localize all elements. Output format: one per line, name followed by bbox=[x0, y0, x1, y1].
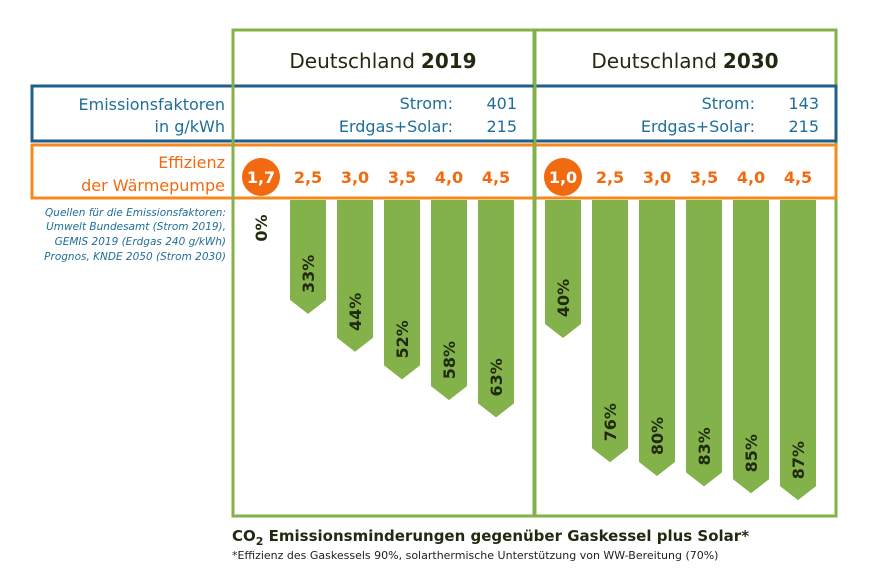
efficiency-value: 2,5 bbox=[596, 168, 624, 187]
emission-factor-row bbox=[30, 84, 838, 143]
chart-footnote: *Effizienz des Gaskessels 90%, solarther… bbox=[232, 549, 718, 562]
reduction-label: 76% bbox=[601, 403, 620, 441]
gas-value: 215 bbox=[486, 117, 517, 136]
efficiency-row bbox=[30, 143, 838, 200]
reduction-label: 44% bbox=[346, 293, 365, 331]
efficiency-value: 1,0 bbox=[549, 168, 577, 187]
reduction-bar bbox=[686, 200, 722, 487]
highlighted-efficiency-circle bbox=[242, 158, 280, 196]
sources-line: Umwelt Bundesamt (Strom 2019), bbox=[46, 221, 226, 233]
reduction-bar bbox=[592, 200, 628, 463]
reduction-label: 58% bbox=[440, 341, 459, 379]
gas-label: Erdgas+Solar: bbox=[339, 117, 453, 136]
reduction-label: 33% bbox=[299, 255, 318, 293]
efficiency-value: 4,0 bbox=[737, 168, 765, 187]
reduction-bar bbox=[639, 200, 675, 476]
chart-caption: CO2 Emissionsminderungen gegenüber Gaske… bbox=[232, 527, 749, 548]
reduction-label: 83% bbox=[695, 427, 714, 465]
reduction-label: 80% bbox=[648, 417, 667, 455]
strom-value: 401 bbox=[486, 94, 517, 113]
panel-title: Deutschland 2019 bbox=[289, 49, 476, 73]
reduction-label: 52% bbox=[393, 320, 412, 358]
reduction-bar bbox=[780, 200, 816, 501]
gas-label: Erdgas+Solar: bbox=[641, 117, 755, 136]
reduction-label: 40% bbox=[554, 279, 573, 317]
reduction-bar bbox=[431, 200, 467, 401]
reduction-label: 87% bbox=[789, 441, 808, 479]
reduction-label: 63% bbox=[487, 358, 506, 396]
strom-label: Strom: bbox=[400, 94, 453, 113]
strom-label: Strom: bbox=[702, 94, 755, 113]
emission-label-line1: Emissionsfaktoren bbox=[79, 95, 226, 114]
reduction-bar bbox=[290, 200, 326, 314]
efficiency-value: 4,5 bbox=[482, 168, 510, 187]
reduction-bar bbox=[337, 200, 373, 352]
highlighted-efficiency-circle bbox=[544, 158, 582, 196]
sources-line: GEMIS 2019 (Erdgas 240 g/kWh) bbox=[55, 236, 226, 248]
reduction-bar bbox=[733, 200, 769, 494]
efficiency-value: 3,0 bbox=[341, 168, 369, 187]
strom-value: 143 bbox=[788, 94, 819, 113]
emission-label-line2: in g/kWh bbox=[155, 117, 225, 136]
efficiency-value: 2,5 bbox=[294, 168, 322, 187]
efficiency-value: 3,5 bbox=[388, 168, 416, 187]
efficiency-value: 4,5 bbox=[784, 168, 812, 187]
efficiency-value: 1,7 bbox=[247, 168, 275, 187]
efficiency-label-line2: der Wärmepumpe bbox=[81, 176, 225, 195]
reduction-label: 85% bbox=[742, 434, 761, 472]
panel-title: Deutschland 2030 bbox=[591, 49, 778, 73]
reduction-bar bbox=[545, 200, 581, 338]
efficiency-value: 4,0 bbox=[435, 168, 463, 187]
reduction-label: 0% bbox=[252, 214, 271, 241]
efficiency-value: 3,5 bbox=[690, 168, 718, 187]
efficiency-value: 3,0 bbox=[643, 168, 671, 187]
gas-value: 215 bbox=[788, 117, 819, 136]
sources-line: Quellen für die Emissionsfaktoren: bbox=[45, 207, 226, 219]
reduction-bar bbox=[478, 200, 514, 418]
sources-line: Prognos, KNDE 2050 (Strom 2030) bbox=[44, 251, 226, 263]
reduction-bar bbox=[384, 200, 420, 380]
efficiency-label-line1: Effizienz bbox=[158, 153, 225, 172]
